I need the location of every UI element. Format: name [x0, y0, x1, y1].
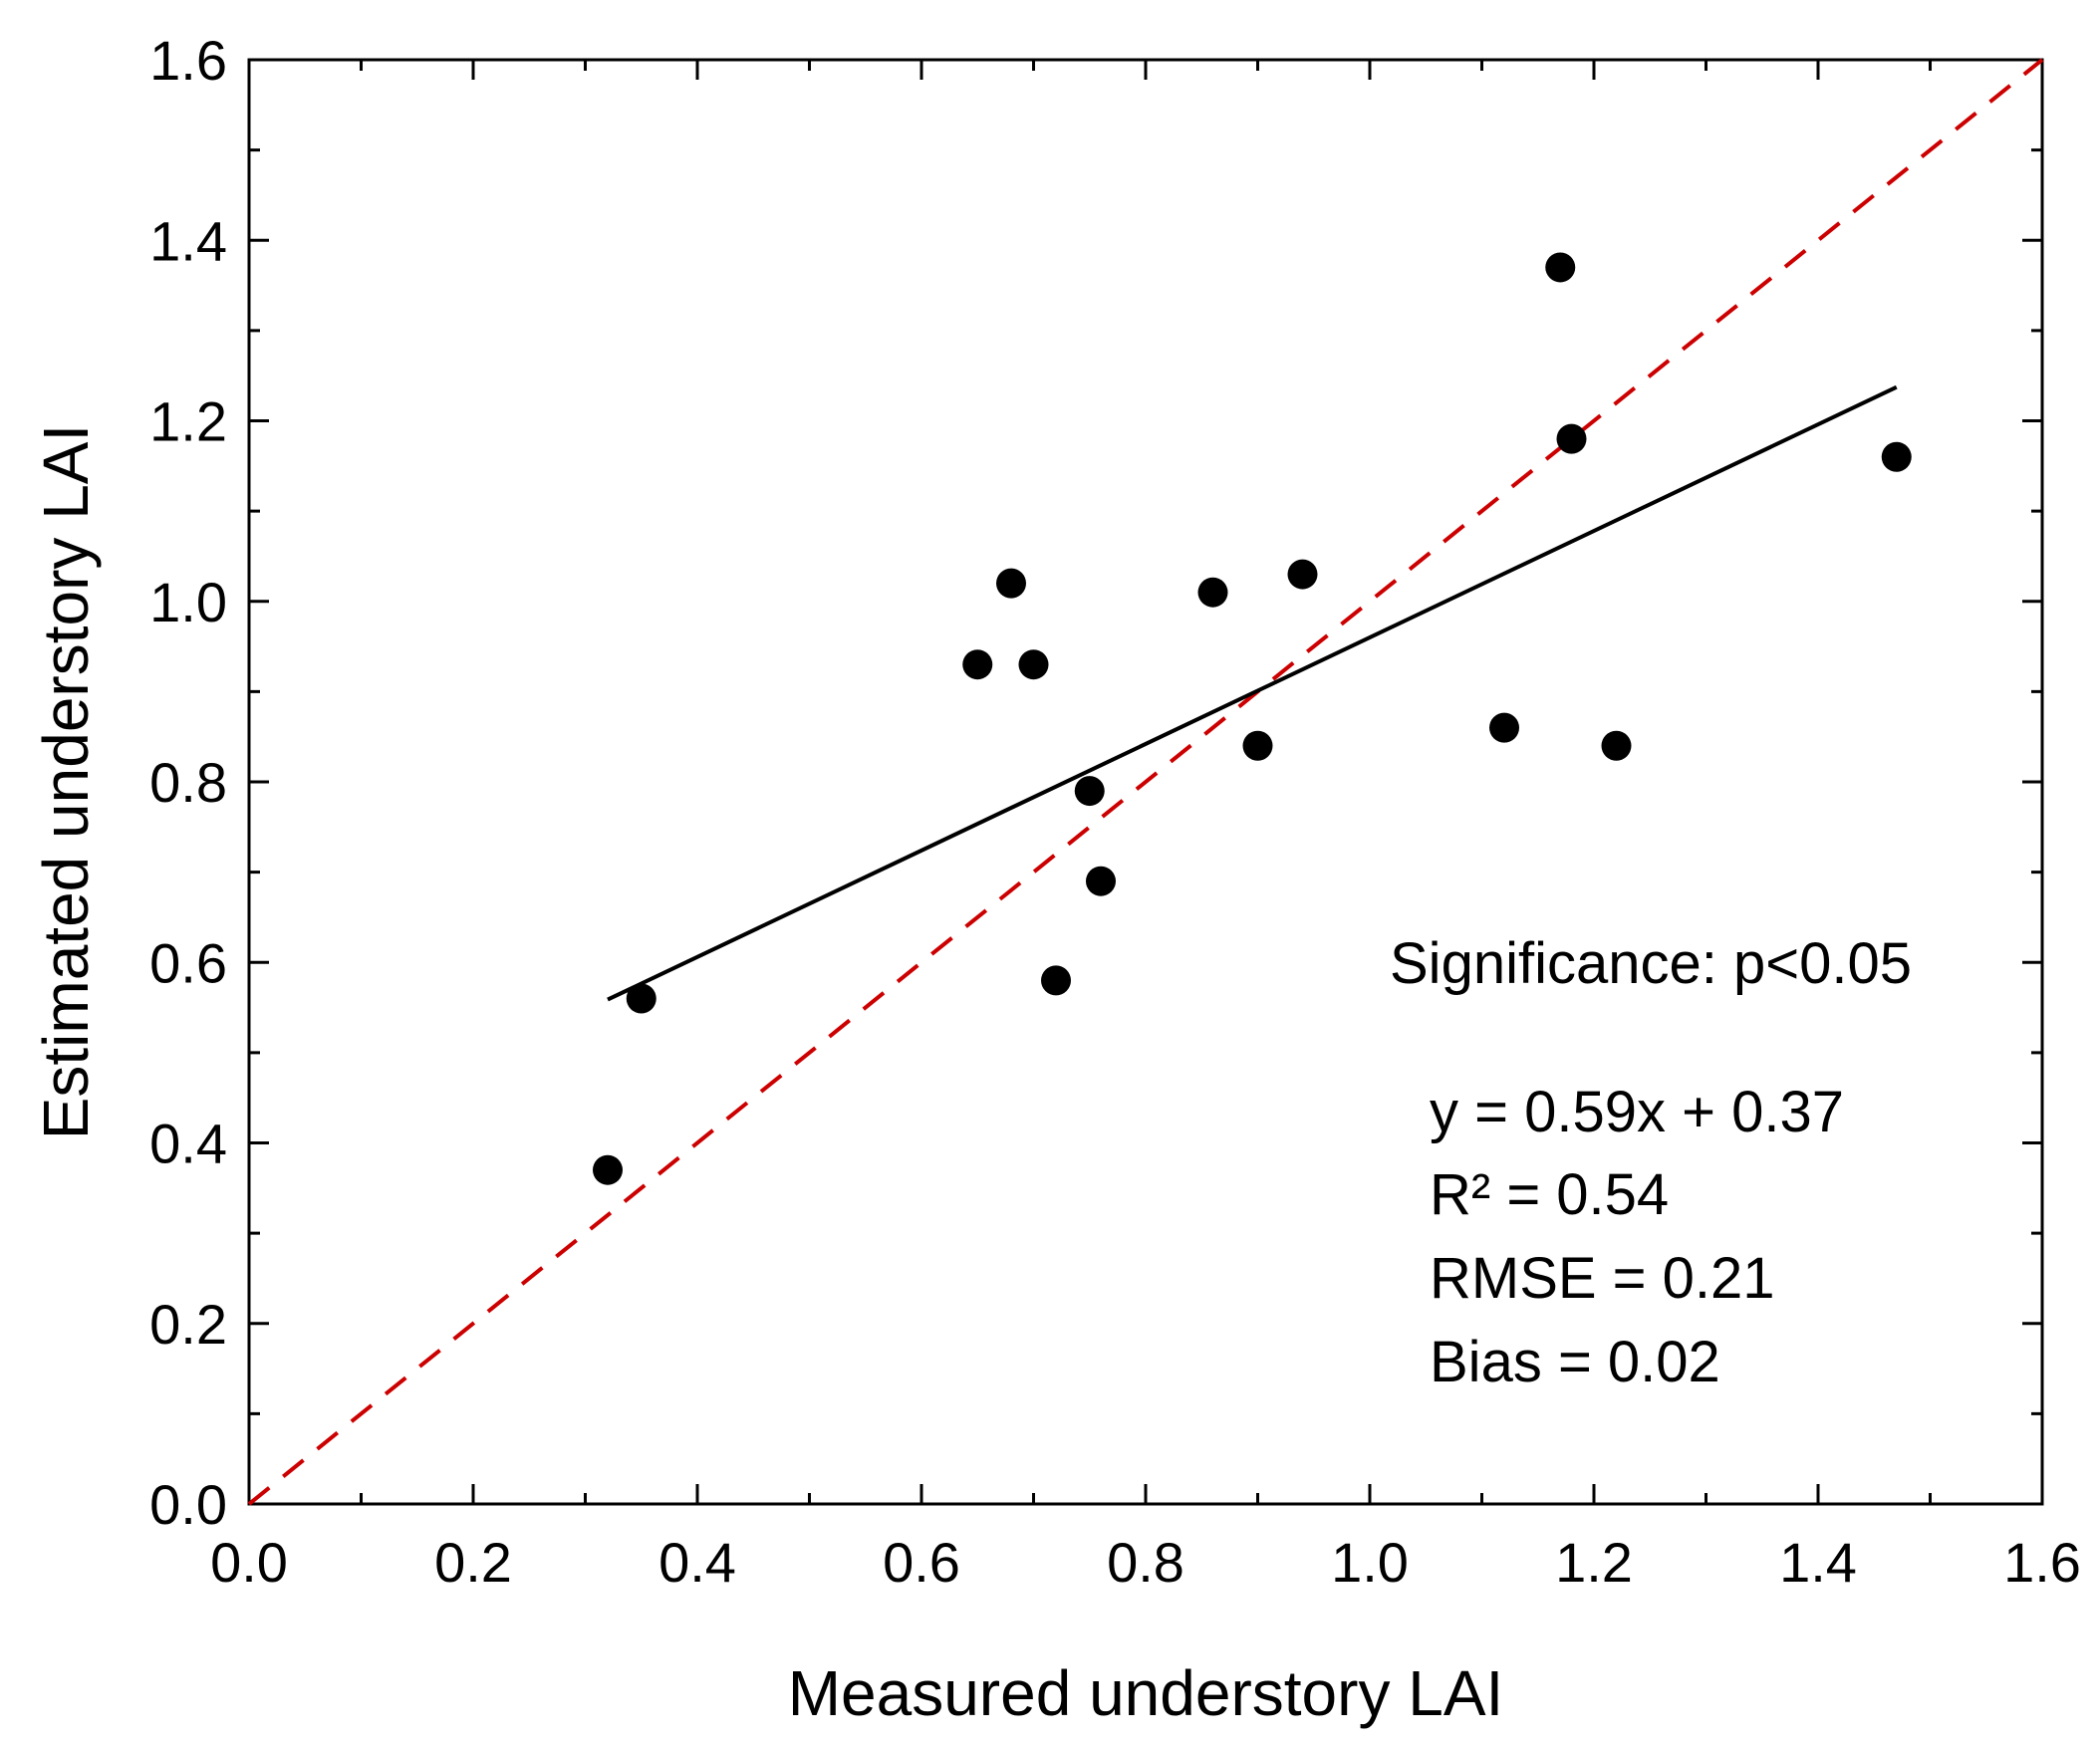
axis-ticks: [247, 58, 2044, 1506]
x-tick-label: 0.6: [883, 1531, 960, 1594]
data-point: [1197, 577, 1228, 608]
rmse-label: RMSE = 0.21: [1430, 1246, 1775, 1311]
data-point: [1086, 866, 1116, 896]
y-tick-label: 0.6: [149, 931, 227, 994]
x-tick-label: 1.0: [1331, 1531, 1409, 1594]
data-point: [1018, 649, 1049, 680]
data-points: [593, 252, 1912, 1185]
data-point: [626, 983, 656, 1014]
x-tick-label: 0.8: [1107, 1531, 1184, 1594]
data-point: [1545, 252, 1576, 283]
x-tick-label: 1.2: [1555, 1531, 1633, 1594]
x-tick-labels: 0.0 0.2 0.4 0.6 0.8 1.0 1.2 1.4 1.6: [210, 1531, 2081, 1594]
data-point: [593, 1154, 623, 1185]
data-point: [1074, 776, 1105, 807]
data-point: [962, 649, 993, 680]
data-point: [1881, 441, 1912, 472]
y-axis-title: Estimated understory LAI: [30, 424, 102, 1140]
data-point: [1556, 423, 1587, 454]
y-tick-label: 1.0: [149, 571, 227, 633]
y-tick-label: 0.2: [149, 1293, 227, 1356]
x-tick-label: 0.2: [434, 1531, 512, 1594]
data-point: [1601, 730, 1632, 761]
data-point: [1242, 730, 1273, 761]
y-tick-label: 0.0: [149, 1473, 227, 1536]
x-tick-label: 0.0: [210, 1531, 288, 1594]
y-tick-label: 1.4: [149, 209, 227, 272]
data-point: [1489, 712, 1519, 743]
identity-line: [247, 58, 2044, 1506]
r2-label: R² = 0.54: [1430, 1162, 1669, 1227]
regression-line: [607, 384, 1898, 1002]
x-tick-label: 0.4: [658, 1531, 736, 1594]
x-tick-label: 1.4: [1779, 1531, 1857, 1594]
bias-label: Bias = 0.02: [1430, 1330, 1720, 1394]
equation-label: y = 0.59x + 0.37: [1430, 1080, 1844, 1144]
y-tick-label: 1.6: [149, 29, 227, 92]
data-point: [1287, 559, 1318, 590]
y-tick-labels: 0.0 0.2 0.4 0.6 0.8 1.0 1.2 1.4 1.6: [149, 29, 227, 1536]
data-point: [1041, 965, 1071, 996]
significance-label: Significance: p<0.05: [1390, 931, 1912, 996]
y-tick-label: 1.2: [149, 390, 227, 453]
y-tick-label: 0.4: [149, 1113, 227, 1175]
y-tick-label: 0.8: [149, 751, 227, 814]
data-point: [996, 568, 1026, 599]
x-axis-title: Measured understory LAI: [788, 1657, 1504, 1729]
x-tick-label: 1.6: [2003, 1531, 2081, 1594]
